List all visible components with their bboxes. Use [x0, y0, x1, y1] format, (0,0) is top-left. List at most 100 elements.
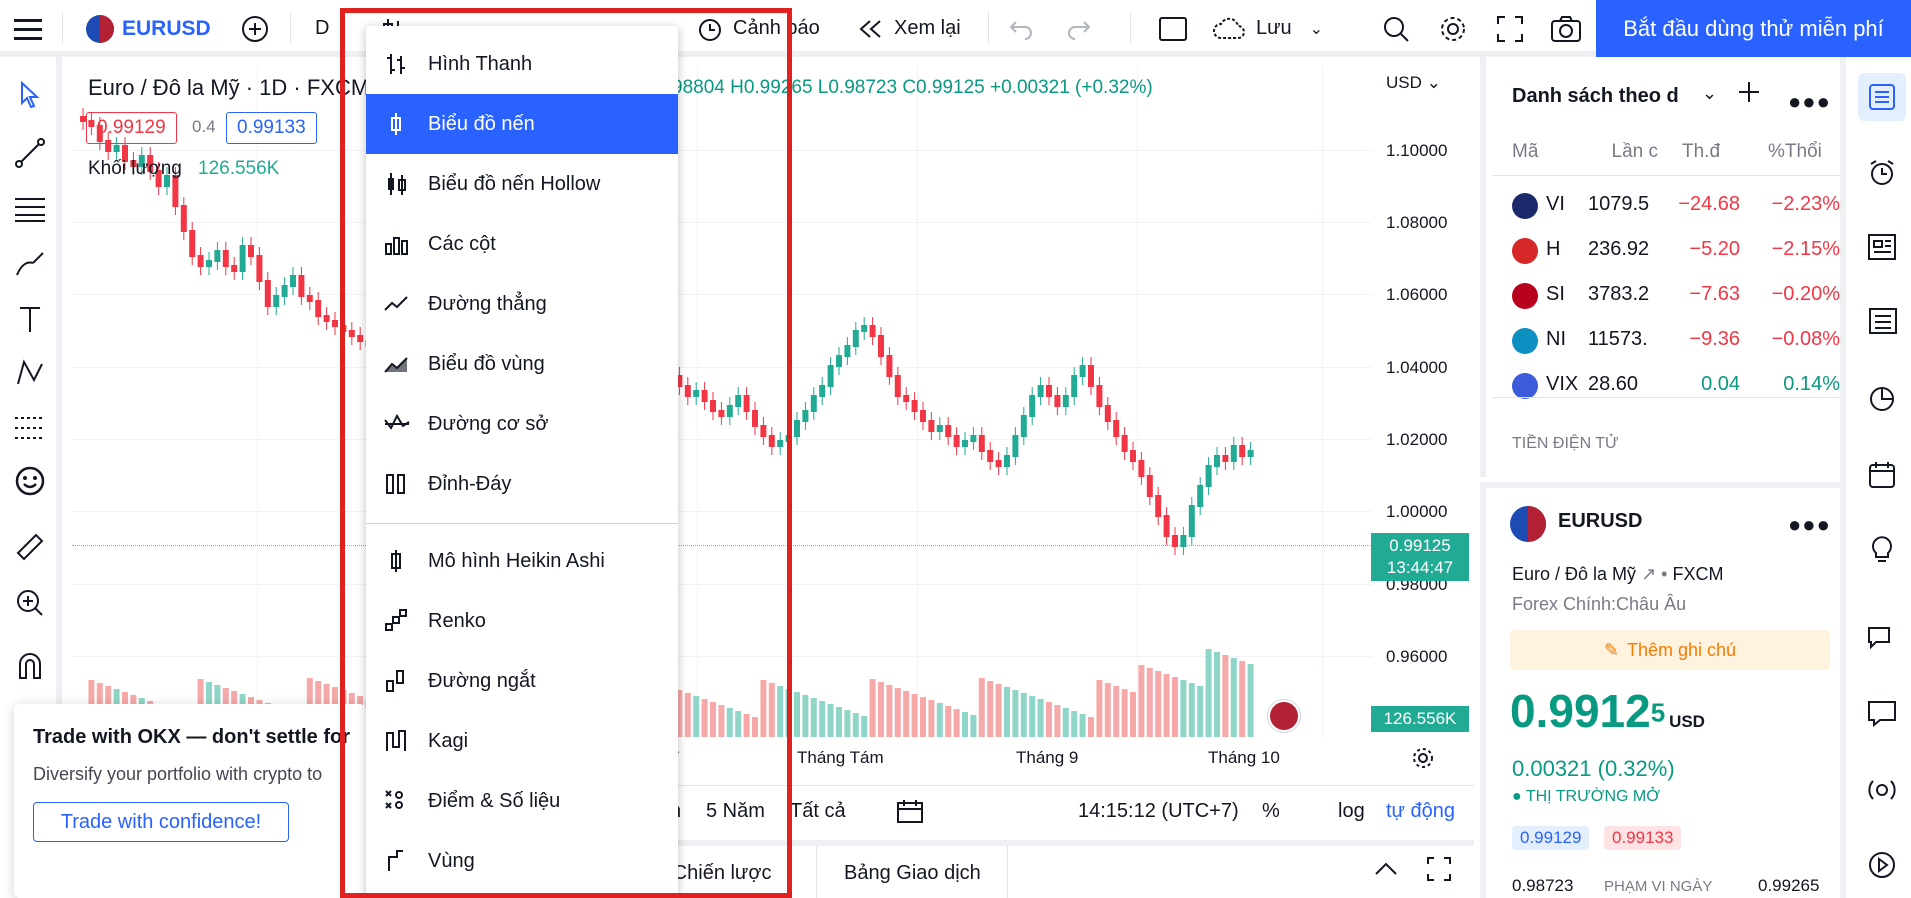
watchlist-row[interactable]: VI 1079.5 −24.68 −2.23%: [1492, 183, 1846, 228]
ruler-icon[interactable]: [8, 525, 52, 569]
price-tick: 1.00000: [1386, 502, 1448, 521]
auto-toggle[interactable]: tự động: [1386, 800, 1455, 822]
menu-item-kagi[interactable]: Kagi: [366, 711, 678, 771]
menu-item-columns[interactable]: Các cột: [366, 214, 678, 274]
compare-add-icon[interactable]: [240, 0, 270, 57]
alert-button[interactable]: Cảnh báo: [695, 0, 820, 57]
watchlist-row[interactable]: VIX 28.60 0.04 0.14%: [1492, 363, 1846, 408]
search-icon[interactable]: [1382, 0, 1410, 57]
calendar-range-icon[interactable]: [896, 798, 924, 827]
zoom-in-icon[interactable]: [8, 581, 52, 625]
fullscreen-icon[interactable]: [1496, 0, 1524, 57]
watchlist-icon[interactable]: [1858, 73, 1906, 121]
add-note-button[interactable]: ✎ Thêm ghi chú: [1510, 630, 1830, 670]
tab-trading-panel[interactable]: Bảng Giao dịch: [844, 862, 981, 884]
watchlist-row[interactable]: NI 11573. −9.36 −0.08%: [1492, 318, 1846, 363]
details-name[interactable]: Euro / Đô la Mỹ: [1512, 564, 1637, 584]
layout-icon[interactable]: [1158, 0, 1188, 57]
symbol-logo-icon: [1512, 328, 1538, 354]
menu-item-line[interactable]: Đường thẳng: [366, 274, 678, 334]
clock-time[interactable]: 14:15:12 (UTC+7): [1078, 800, 1239, 822]
menu-item-range[interactable]: Vùng: [366, 831, 678, 891]
menu-item-line-break[interactable]: Đường ngắt: [366, 651, 678, 711]
pattern-icon[interactable]: [8, 351, 52, 395]
prediction-icon[interactable]: [8, 405, 52, 449]
alarm-clock-icon[interactable]: [1858, 149, 1906, 197]
details-symbol: EURUSD: [1558, 510, 1643, 532]
brush-icon[interactable]: [8, 243, 52, 287]
chevron-down-icon[interactable]: ⌄: [1702, 83, 1718, 103]
cursor-icon[interactable]: [8, 73, 52, 117]
more-icon[interactable]: ●●●: [1788, 512, 1831, 537]
camera-icon[interactable]: [1550, 0, 1582, 57]
text-icon[interactable]: [8, 297, 52, 341]
trend-line-icon[interactable]: [8, 131, 52, 175]
row-change-pct: 0.14%: [1783, 373, 1840, 395]
menu-item-area[interactable]: Biểu đồ vùng: [366, 334, 678, 394]
maximize-panel-icon[interactable]: [1426, 856, 1452, 885]
add-symbol-icon[interactable]: [1736, 79, 1762, 108]
chart-pane[interactable]: Euro / Đô la Mỹ · 1D · FXCM 98804 H0.992…: [72, 65, 1474, 785]
range-5y-button[interactable]: 5 Năm: [706, 800, 765, 822]
messages-icon[interactable]: [1858, 689, 1906, 737]
chat-icon[interactable]: [1858, 615, 1906, 663]
start-trial-button[interactable]: Bắt đầu dùng thử miễn phí: [1596, 0, 1911, 57]
column-change[interactable]: Th.đ: [1682, 141, 1721, 162]
volume-bar: [1247, 664, 1254, 737]
chevron-up-icon[interactable]: [1372, 858, 1400, 881]
tab-strategy-tester[interactable]: a Chiến lược: [656, 862, 772, 884]
screener-icon[interactable]: [1858, 297, 1906, 345]
column-change-pct[interactable]: %Thổi: [1768, 141, 1822, 162]
watchlist-row[interactable]: SI 3783.2 −7.63 −0.20%: [1492, 273, 1846, 318]
menu-item-high-low[interactable]: Đỉnh-Đáy: [366, 454, 678, 514]
menu-item-point-figure[interactable]: Điểm & Số liệu: [366, 771, 678, 831]
pie-chart-icon[interactable]: [1858, 375, 1906, 423]
volume-bar: [1163, 674, 1170, 737]
broadcast-icon[interactable]: [1858, 767, 1906, 815]
ad-cta-button[interactable]: Trade with confidence!: [33, 802, 289, 842]
play-icon[interactable]: [1858, 841, 1906, 889]
news-icon[interactable]: [1858, 223, 1906, 271]
replay-button[interactable]: Xem lại: [858, 0, 961, 57]
menu-item-candles[interactable]: Biểu đồ nến: [366, 94, 678, 154]
watchlist-row[interactable]: H 236.92 −5.20 −2.15%: [1492, 228, 1846, 273]
calendar-icon[interactable]: [1858, 451, 1906, 499]
gear-icon[interactable]: [1438, 0, 1468, 57]
watchlist-title[interactable]: Danh sách theo d: [1512, 85, 1679, 107]
sell-price-button[interactable]: 0.99129: [86, 112, 177, 144]
column-last[interactable]: Lần c: [1611, 141, 1658, 162]
menu-item-heikin-ashi[interactable]: Mô hình Heikin Ashi: [366, 531, 678, 591]
percent-toggle[interactable]: %: [1262, 800, 1280, 822]
symbol-search-button[interactable]: EURUSD: [86, 0, 211, 57]
menu-item-renko[interactable]: Renko: [366, 591, 678, 651]
menu-item-bars[interactable]: Hình Thanh: [366, 34, 678, 94]
menu-item-baseline[interactable]: Đường cơ sở: [366, 394, 678, 454]
log-toggle[interactable]: log: [1338, 800, 1365, 822]
currency-selector[interactable]: USD ⌄: [1386, 73, 1441, 93]
us-flag-icon[interactable]: [1268, 700, 1300, 732]
candle-body: [357, 335, 364, 342]
buy-price-button[interactable]: 0.99133: [226, 112, 317, 144]
column-symbol[interactable]: Mã: [1512, 141, 1539, 162]
magnet-icon[interactable]: [8, 643, 52, 687]
chart-settings-gear-icon[interactable]: [1410, 745, 1436, 774]
candle-body: [231, 265, 238, 272]
redo-icon[interactable]: [1066, 0, 1092, 57]
fib-icon[interactable]: [8, 187, 52, 231]
row-last: 28.60: [1588, 373, 1639, 395]
interval-button[interactable]: D: [315, 0, 329, 57]
current-price-line: [72, 545, 1372, 546]
external-link-icon[interactable]: ↗: [1641, 564, 1657, 584]
chevron-down-icon: ⌄: [1309, 20, 1324, 38]
more-icon[interactable]: ●●●: [1788, 89, 1831, 114]
details-category: Forex Chính:Châu Âu: [1512, 594, 1687, 614]
volume-bar: [1172, 677, 1178, 737]
range-all-button[interactable]: Tất cả: [790, 800, 846, 822]
lightbulb-icon[interactable]: [1858, 525, 1906, 573]
menu-icon[interactable]: [14, 0, 44, 57]
undo-icon[interactable]: [1008, 0, 1034, 57]
menu-item-hollow-candles[interactable]: Biểu đồ nến Hollow: [366, 154, 678, 214]
emoji-icon[interactable]: [8, 459, 52, 503]
save-button[interactable]: Lưu ⌄: [1212, 0, 1323, 57]
grid-line: [72, 294, 1372, 295]
